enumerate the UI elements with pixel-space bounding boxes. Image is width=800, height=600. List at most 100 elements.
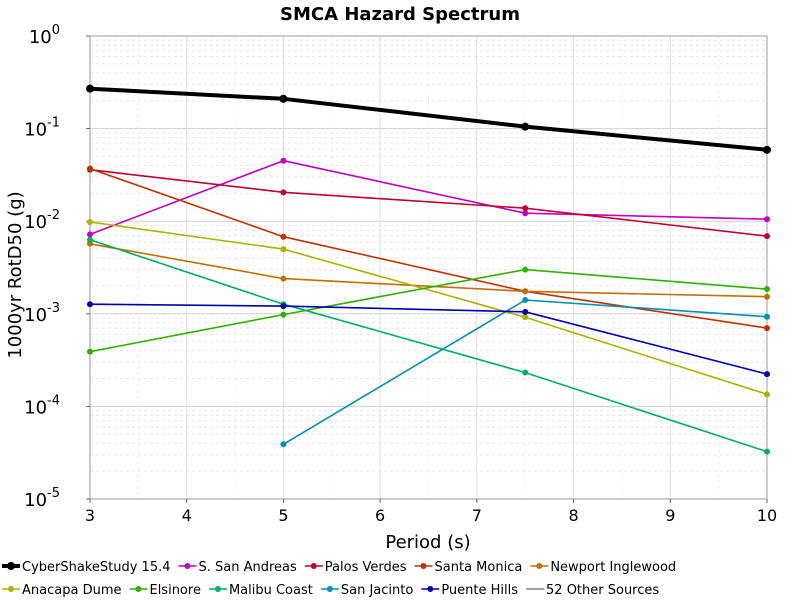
y-tick-label: 100 bbox=[29, 23, 60, 48]
legend-label: CyberShakeStudy 15.4 bbox=[22, 560, 171, 575]
legend-marker bbox=[8, 586, 14, 592]
legend-marker bbox=[214, 586, 221, 592]
legend-label: Anacapa Dume bbox=[22, 583, 121, 598]
data-point bbox=[764, 313, 770, 320]
legend-label: Elsinore bbox=[149, 583, 200, 598]
legend-marker bbox=[184, 563, 191, 569]
x-tick-label: 3 bbox=[85, 506, 95, 525]
legend-label: 52 Other Sources bbox=[546, 583, 659, 598]
data-point bbox=[280, 246, 287, 253]
series-line bbox=[89, 168, 768, 237]
data-point bbox=[764, 391, 770, 398]
data-point bbox=[280, 275, 287, 282]
series-puente-hills bbox=[87, 301, 770, 378]
x-tick-label: 6 bbox=[375, 506, 385, 525]
data-point bbox=[87, 348, 93, 355]
data-point bbox=[87, 301, 93, 308]
y-tick-label: 10-5 bbox=[24, 486, 60, 511]
legend-item: Palos Verdes bbox=[304, 560, 407, 575]
legend-label: Palos Verdes bbox=[325, 560, 407, 575]
legend-item: 52 Other Sources bbox=[526, 583, 659, 598]
series-san-jacinto bbox=[280, 296, 770, 448]
legend-item: San Jacinto bbox=[320, 583, 413, 598]
x-tick-label: 8 bbox=[568, 506, 578, 525]
data-point bbox=[764, 216, 770, 223]
axes: 3 4 5 6 7 8 9 10 100 10-1 10-2 10-3 10-4 10-5 bbox=[24, 23, 777, 525]
x-tick-label: 5 bbox=[278, 506, 288, 525]
legend-marker bbox=[427, 586, 434, 592]
data-point bbox=[87, 231, 93, 238]
series-line bbox=[89, 268, 768, 353]
y-tick-label: 10-4 bbox=[24, 393, 60, 418]
series-line bbox=[89, 221, 768, 396]
data-point bbox=[279, 94, 288, 103]
y-tick-label: 10-2 bbox=[24, 208, 60, 233]
y-tick-label: 10-1 bbox=[24, 116, 60, 141]
legend-item: S. San Andreas bbox=[178, 560, 298, 575]
data-point bbox=[522, 205, 529, 212]
legend-item: CyberShakeStudy 15.4 bbox=[2, 560, 171, 575]
series-elsinore bbox=[87, 266, 770, 355]
data-point bbox=[87, 165, 93, 172]
legend-item: Anacapa Dume bbox=[2, 583, 121, 598]
legend-item: Elsinore bbox=[129, 583, 201, 598]
series-line bbox=[89, 303, 768, 375]
data-point bbox=[764, 448, 770, 455]
legend-marker bbox=[135, 586, 142, 592]
series-line bbox=[89, 86, 768, 152]
series-line bbox=[89, 167, 768, 329]
legend-item: Santa Monica bbox=[414, 560, 523, 575]
data-point bbox=[764, 233, 770, 240]
series-cybershakestudy-15-4 bbox=[86, 84, 771, 154]
data-point bbox=[522, 369, 529, 376]
legend-item: Puente Hills bbox=[421, 583, 518, 598]
legend-marker bbox=[536, 563, 543, 569]
data-point bbox=[280, 303, 287, 310]
data-point bbox=[522, 288, 529, 295]
x-axis-label: Period (s) bbox=[385, 532, 470, 553]
series-newport-inglewood bbox=[87, 240, 770, 300]
data-point bbox=[280, 157, 287, 164]
legend-marker bbox=[7, 562, 15, 570]
chart-title: SMCA Hazard Spectrum bbox=[280, 4, 520, 25]
data-point bbox=[764, 293, 770, 300]
series-s-san-andreas bbox=[87, 157, 770, 238]
series-line bbox=[89, 159, 768, 236]
data-point bbox=[87, 236, 93, 243]
data-point bbox=[764, 286, 770, 293]
data-point bbox=[764, 325, 770, 332]
legend-label: S. San Andreas bbox=[199, 560, 298, 575]
data-point bbox=[280, 233, 287, 240]
legend-label: Santa Monica bbox=[435, 560, 523, 575]
series-line bbox=[89, 239, 768, 453]
legend-item: Malibu Coast bbox=[208, 583, 313, 598]
data-point bbox=[522, 314, 529, 321]
data-point bbox=[280, 441, 287, 448]
x-tick-label: 9 bbox=[665, 506, 675, 525]
legend-item: Newport Inglewood bbox=[530, 560, 676, 575]
legend-marker bbox=[326, 586, 333, 592]
series-line bbox=[89, 243, 768, 298]
grid bbox=[89, 36, 768, 500]
data-point bbox=[763, 145, 771, 154]
legend-marker bbox=[310, 563, 317, 569]
legend-label: Newport Inglewood bbox=[550, 560, 676, 575]
series-anacapa-dume bbox=[87, 219, 770, 398]
x-tick-label: 10 bbox=[757, 506, 777, 525]
plot-area bbox=[89, 35, 768, 500]
data-point bbox=[764, 371, 770, 378]
data-point bbox=[522, 210, 529, 217]
legend: CyberShakeStudy 15.4 S. San Andreas Palos … bbox=[2, 560, 676, 598]
data-point bbox=[87, 219, 93, 226]
x-tick-label: 4 bbox=[182, 506, 192, 525]
legend-label: San Jacinto bbox=[341, 583, 413, 598]
data-point bbox=[280, 311, 287, 318]
data-point bbox=[522, 296, 529, 303]
data-point bbox=[522, 266, 529, 273]
series-malibu-coast bbox=[87, 236, 770, 455]
y-axis-label: 1000yr RotD50 (g) bbox=[5, 191, 26, 358]
legend-label: Malibu Coast bbox=[229, 583, 313, 598]
data-point bbox=[86, 84, 94, 93]
x-tick-label: 7 bbox=[472, 506, 482, 525]
